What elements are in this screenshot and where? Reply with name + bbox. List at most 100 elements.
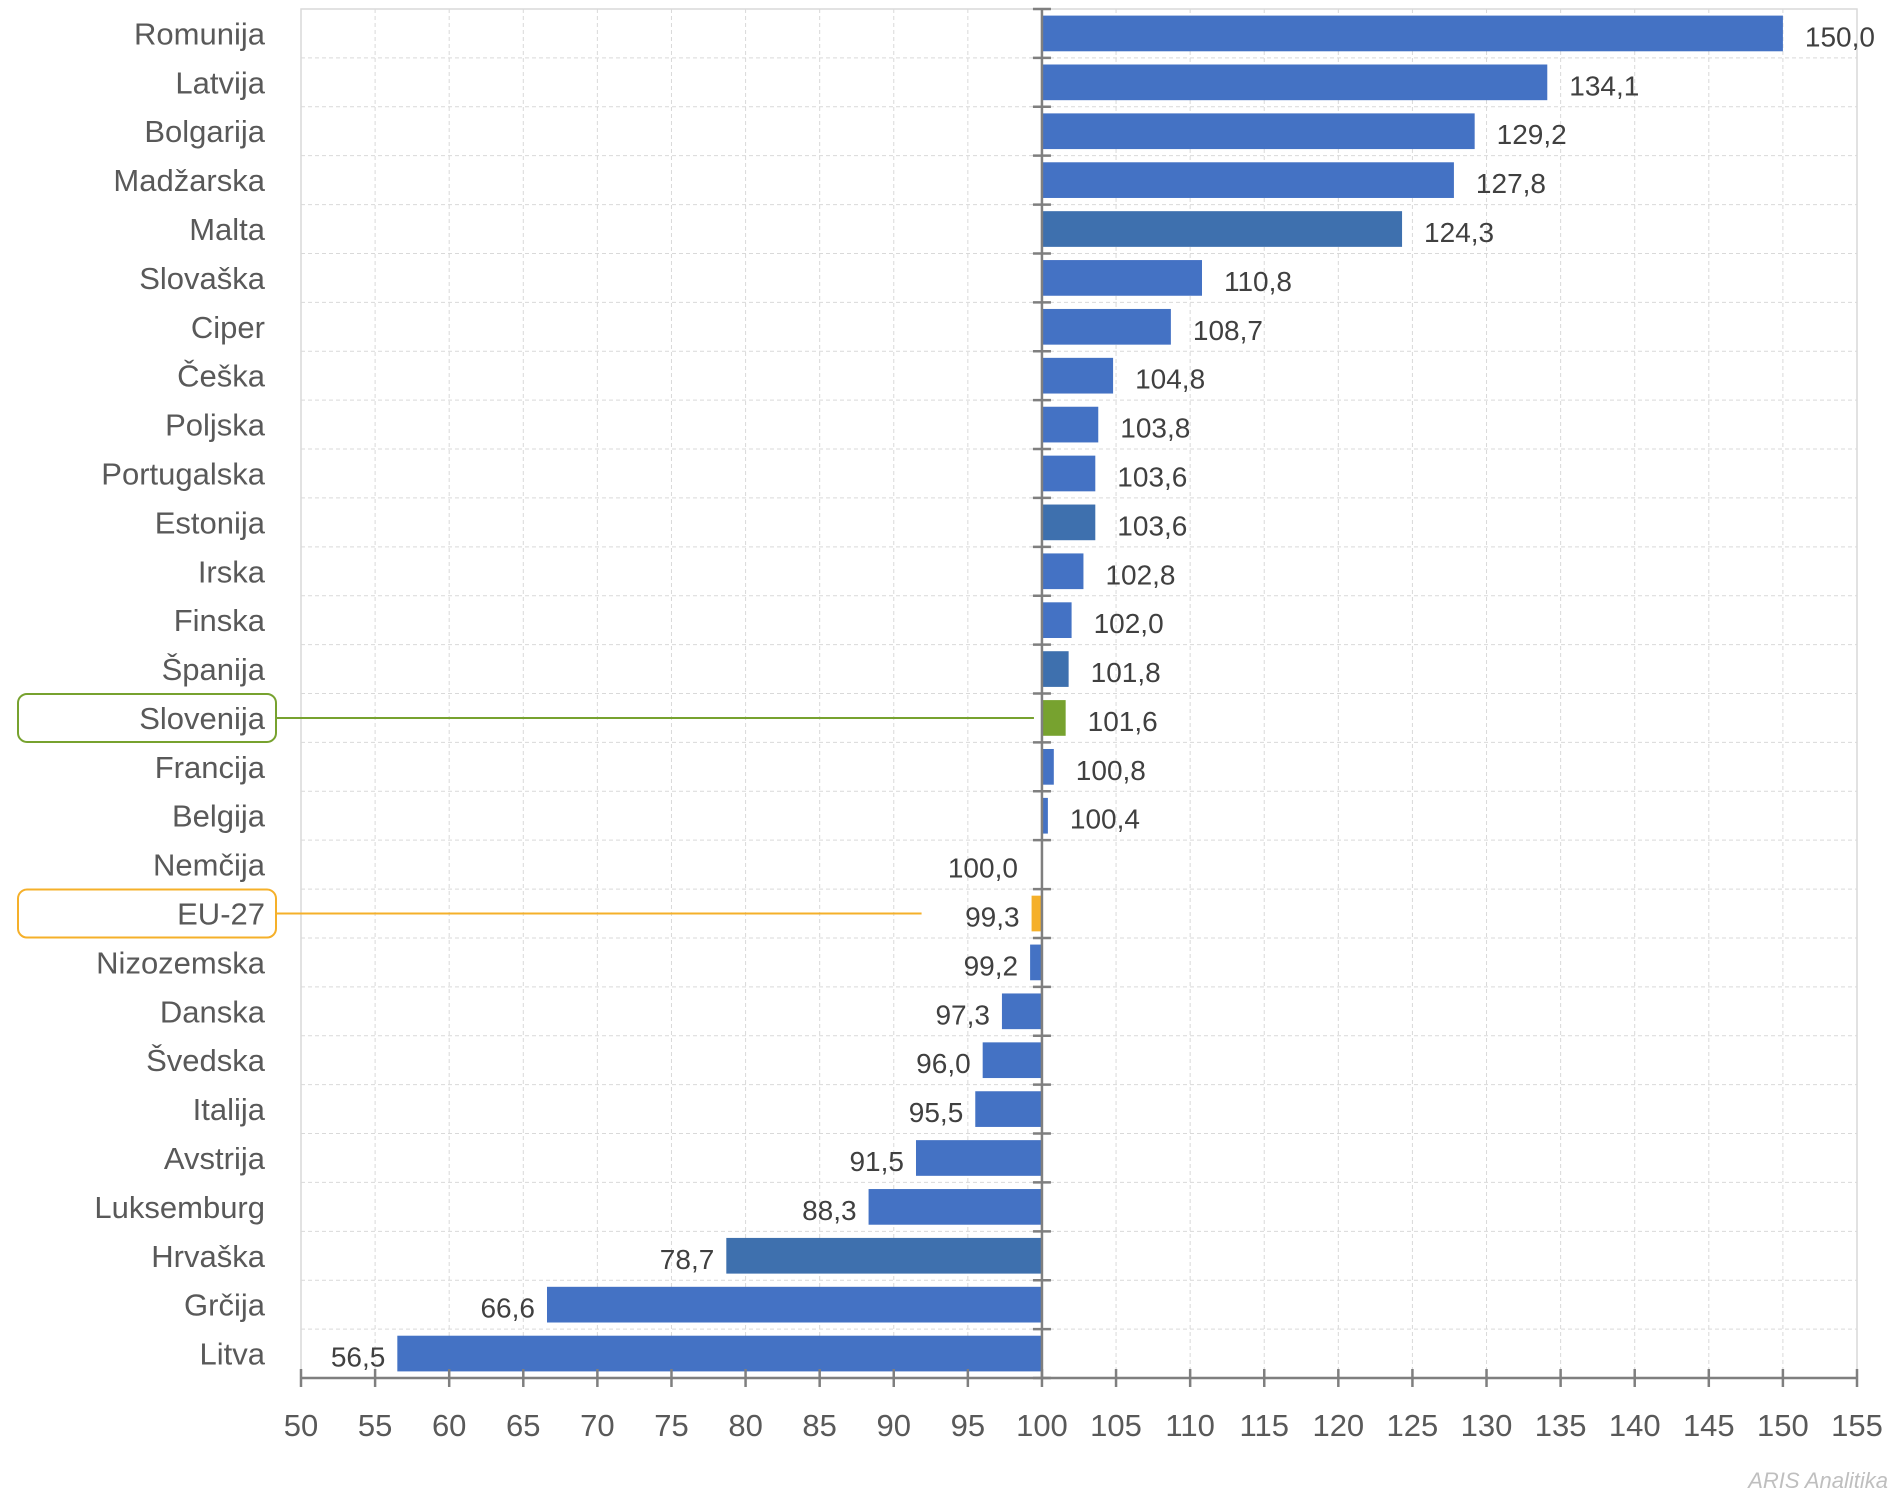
x-tick-label: 70 — [580, 1408, 614, 1443]
x-tick-label: 125 — [1387, 1408, 1439, 1443]
data-label: 108,7 — [1193, 315, 1263, 346]
bar-grčija — [546, 1286, 1042, 1323]
data-label: 101,6 — [1088, 706, 1158, 737]
bar-romunija — [1041, 15, 1783, 52]
data-label: 100,4 — [1070, 804, 1140, 835]
category-label: Danska — [160, 994, 266, 1029]
category-label: Finska — [174, 603, 266, 638]
bar-luksemburg — [868, 1189, 1042, 1225]
data-label: 103,6 — [1117, 510, 1187, 541]
data-label: 110,8 — [1224, 266, 1292, 297]
bar-irska — [1041, 553, 1084, 590]
category-label: Nizozemska — [96, 945, 266, 980]
category-label: Portugalska — [101, 456, 265, 491]
data-label: 66,6 — [480, 1293, 535, 1324]
bar-francija — [1041, 748, 1054, 785]
data-label: 91,5 — [849, 1146, 904, 1177]
data-label: 101,8 — [1091, 657, 1161, 688]
x-tick-label: 60 — [432, 1408, 466, 1443]
category-label: Nemčija — [153, 848, 266, 883]
x-tick-label: 150 — [1757, 1408, 1809, 1443]
data-label: 97,3 — [935, 999, 990, 1030]
x-tick-label: 95 — [951, 1408, 985, 1443]
x-tick-label: 80 — [728, 1408, 762, 1443]
data-label: 103,8 — [1120, 413, 1190, 444]
x-tick-label: 130 — [1461, 1408, 1513, 1443]
data-label: 102,0 — [1094, 608, 1164, 639]
bar-latvija — [1041, 64, 1548, 101]
category-label: Litva — [200, 1337, 266, 1372]
category-label: Slovaška — [139, 261, 266, 296]
x-tick-label: 145 — [1683, 1408, 1735, 1443]
category-label: Grčija — [184, 1288, 266, 1323]
bar-belgija — [1041, 797, 1048, 834]
data-label: 100,8 — [1076, 755, 1146, 786]
data-label: 134,1 — [1569, 70, 1639, 101]
bars — [397, 15, 1783, 1372]
bar-avstrija — [915, 1140, 1042, 1176]
bar-slovenija — [1041, 700, 1066, 736]
category-label: Slovenija — [139, 701, 266, 736]
x-tick-label: 120 — [1312, 1408, 1364, 1443]
x-tick-label: 85 — [802, 1408, 836, 1443]
data-label: 95,5 — [909, 1097, 964, 1128]
bar-švedska — [982, 1042, 1042, 1079]
x-tick-label: 115 — [1240, 1408, 1289, 1443]
data-label: 104,8 — [1135, 364, 1205, 395]
category-label: Španija — [162, 652, 266, 687]
bar-danska — [1001, 993, 1042, 1030]
x-tick-label: 65 — [506, 1408, 540, 1443]
x-tick-label: 105 — [1090, 1408, 1142, 1443]
category-label: Italija — [193, 1092, 266, 1127]
data-label: 103,6 — [1117, 461, 1187, 492]
bar-finska — [1041, 602, 1072, 639]
x-tick-label: 140 — [1609, 1408, 1661, 1443]
bar-hrvaška — [726, 1237, 1042, 1274]
x-tick-label: 110 — [1165, 1408, 1214, 1443]
bar-italija — [975, 1091, 1042, 1127]
category-label: Ciper — [191, 310, 265, 345]
category-label: Irska — [198, 554, 266, 589]
category-label: Romunija — [134, 16, 266, 51]
bar-ciper — [1041, 308, 1171, 345]
data-label: 100,0 — [948, 853, 1018, 884]
x-tick-label: 100 — [1016, 1408, 1068, 1443]
bar-španija — [1041, 651, 1069, 687]
category-label: Hrvaška — [151, 1239, 265, 1274]
category-label: Estonija — [155, 505, 266, 540]
data-label: 99,2 — [964, 950, 1019, 981]
data-label: 78,7 — [660, 1244, 715, 1275]
bar-češka — [1041, 357, 1114, 394]
data-label: 99,3 — [965, 902, 1020, 933]
gridlines — [300, 8, 1858, 1379]
bar-malta — [1041, 211, 1403, 247]
bar-poljska — [1041, 406, 1099, 443]
category-label: Belgija — [172, 799, 266, 834]
x-tick-label: 90 — [877, 1408, 911, 1443]
category-label: Francija — [155, 750, 266, 785]
bar-slovaška — [1041, 260, 1202, 296]
data-label: 150,0 — [1805, 21, 1875, 52]
data-label: 88,3 — [802, 1195, 857, 1226]
watermark: ARIS Analitika — [1746, 1468, 1888, 1493]
labels: Romunija 150,0 Latvija 134,1 Bolgarija 129,2 M… — [94, 16, 1882, 1443]
axes — [299, 7, 1859, 1387]
category-label: Latvija — [175, 65, 265, 100]
bar-eu-27 — [1031, 895, 1042, 932]
x-tick-label: 135 — [1535, 1408, 1587, 1443]
data-label: 127,8 — [1476, 168, 1546, 199]
category-label: Bolgarija — [144, 114, 265, 149]
callouts — [17, 692, 1034, 939]
bar-bolgarija — [1041, 113, 1475, 150]
category-label: Švedska — [146, 1043, 266, 1078]
data-label: 96,0 — [916, 1048, 971, 1079]
bar-madžarska — [1041, 162, 1454, 198]
bar-estonija — [1041, 504, 1096, 541]
x-tick-label: 55 — [358, 1408, 392, 1443]
x-tick-label: 75 — [654, 1408, 688, 1443]
data-label: 102,8 — [1105, 559, 1175, 590]
x-tick-label: 50 — [284, 1408, 318, 1443]
data-label: 129,2 — [1497, 119, 1567, 150]
bar-litva — [397, 1335, 1042, 1372]
